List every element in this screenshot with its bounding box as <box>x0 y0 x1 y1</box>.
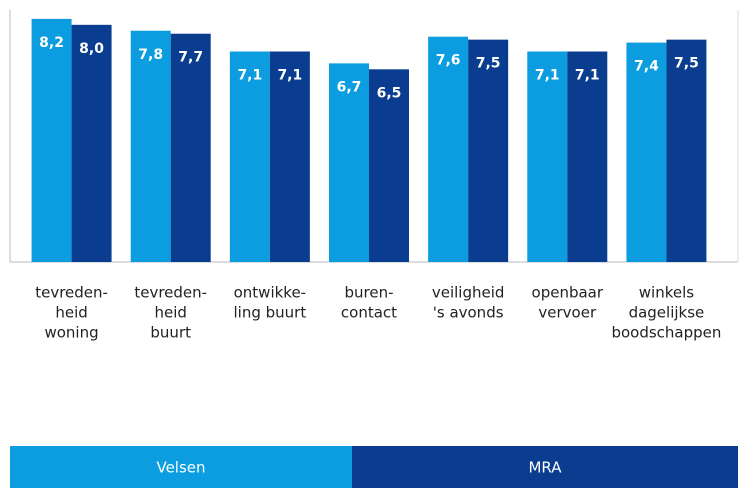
x-tick-label: tevreden- <box>134 284 207 302</box>
legend-swatch <box>352 446 738 488</box>
bar <box>31 18 72 262</box>
x-tick-label: tevreden- <box>35 284 108 302</box>
value-label: 7,5 <box>674 56 699 72</box>
x-tick-label: heid <box>154 304 186 322</box>
value-label: 7,6 <box>436 53 461 69</box>
x-tick-label: contact <box>341 304 397 322</box>
x-tick-label: buren- <box>344 284 393 302</box>
x-tick-label: veiligheid <box>432 284 505 302</box>
bar <box>468 39 509 262</box>
bar <box>428 36 469 262</box>
value-label: 8,0 <box>79 41 104 57</box>
bar <box>71 24 112 262</box>
x-tick-label: boodschappen <box>611 324 721 342</box>
x-tick-label: openbaar <box>532 284 604 302</box>
x-tick-label: buurt <box>150 324 191 342</box>
bar <box>130 30 171 262</box>
bar <box>369 69 409 262</box>
x-tick-label: 's avonds <box>433 304 504 322</box>
value-label: 7,7 <box>178 50 203 66</box>
legend-swatch <box>10 446 352 488</box>
x-tick-label: woning <box>44 324 98 342</box>
value-label: 7,1 <box>535 68 560 84</box>
value-label: 7,1 <box>277 68 302 84</box>
x-tick-label: heid <box>55 304 87 322</box>
x-tick-label: ontwikke- <box>234 284 306 302</box>
value-label: 6,5 <box>377 85 402 101</box>
bar <box>229 51 270 262</box>
value-label: 7,5 <box>476 56 501 72</box>
value-label: 7,1 <box>237 68 262 84</box>
x-tick-label: dagelijkse <box>629 304 705 322</box>
bar <box>567 51 608 262</box>
bar <box>626 42 667 263</box>
bar <box>666 39 707 262</box>
value-label: 6,7 <box>337 79 362 95</box>
x-tick-label: vervoer <box>538 304 597 322</box>
bar <box>170 33 211 262</box>
value-label: 7,8 <box>138 47 163 63</box>
value-label: 7,4 <box>634 59 659 75</box>
legend-label: MRA <box>528 459 562 477</box>
value-label: 8,2 <box>39 35 64 51</box>
x-tick-label: ling buurt <box>233 304 306 322</box>
bar <box>269 51 310 262</box>
x-tick-label: winkels <box>639 284 694 302</box>
legend-label: Velsen <box>156 459 205 477</box>
bar <box>527 51 568 262</box>
value-label: 7,1 <box>575 68 600 84</box>
bar <box>329 63 369 263</box>
